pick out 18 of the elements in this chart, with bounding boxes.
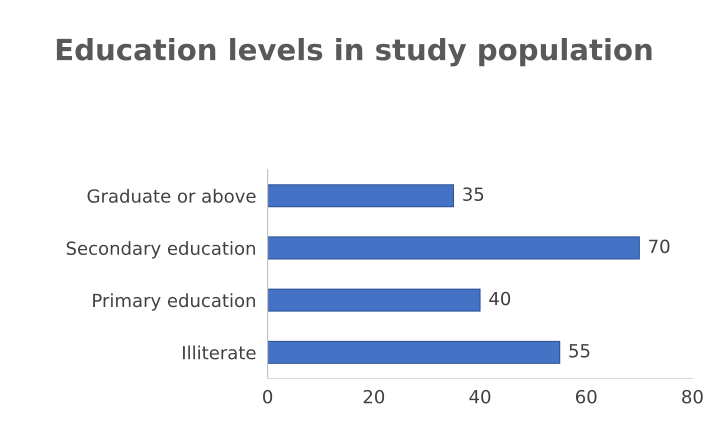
y-tick-label: Graduate or above: [88, 188, 256, 203]
x-tick-label: 80: [682, 390, 703, 404]
bar: [268, 236, 640, 260]
y-tick-label: Illiterate: [183, 345, 256, 360]
data-label: 40: [489, 292, 510, 306]
chart-title: Education levels in study population: [56, 38, 652, 66]
y-tick-label: Primary education: [93, 293, 255, 311]
bar: [268, 288, 481, 312]
x-tick-label: 60: [576, 390, 597, 404]
data-label: 35: [463, 187, 484, 201]
x-tick-label: 40: [469, 390, 490, 404]
bar: [268, 340, 560, 364]
data-label: 55: [569, 344, 590, 358]
x-tick-label: 20: [364, 390, 384, 404]
y-tick-label: Secondary education: [66, 241, 255, 259]
bar: [268, 184, 454, 208]
x-tick-label: 0: [263, 390, 272, 404]
data-label: 70: [649, 240, 670, 254]
